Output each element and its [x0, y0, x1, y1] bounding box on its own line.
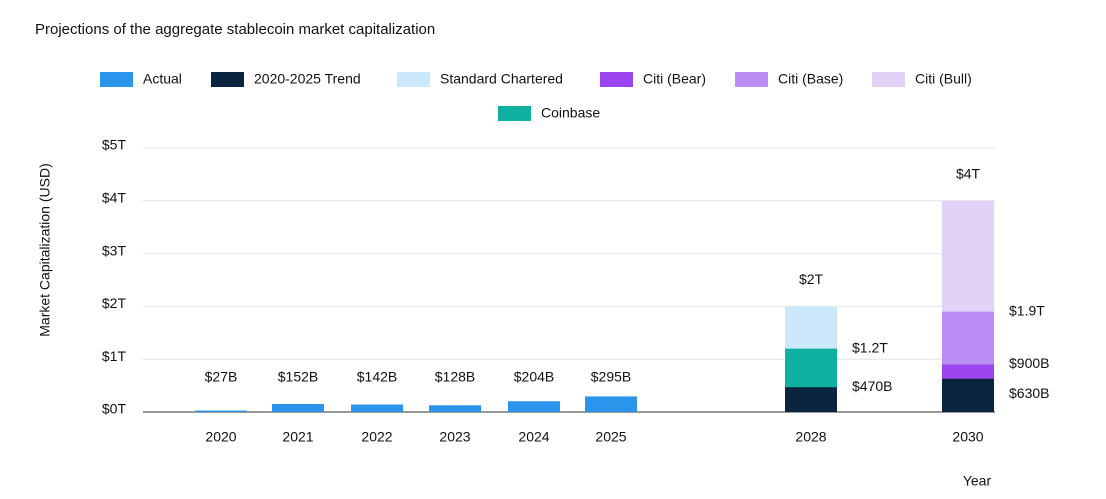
bar: [785, 387, 837, 412]
legend-swatch: [498, 106, 531, 121]
legend-label: Citi (Bear): [643, 71, 706, 87]
legend-label: Citi (Base): [778, 71, 843, 87]
x-tick-label: 2030: [952, 429, 983, 445]
y-tick-label: $0T: [102, 401, 127, 417]
legend-label: Actual: [143, 71, 182, 87]
bar: [508, 401, 560, 412]
value-label: $4T: [956, 166, 981, 182]
bar: [272, 403, 324, 412]
y-tick-label: $4T: [102, 190, 127, 206]
legend-swatch: [100, 72, 133, 87]
y-tick-label: $1T: [102, 348, 127, 364]
value-label: $152B: [278, 369, 318, 385]
x-tick-label: 2028: [795, 429, 826, 445]
y-tick-label: $2T: [102, 295, 127, 311]
value-label: $1.2T: [852, 339, 888, 355]
value-label: $630B: [1009, 385, 1049, 401]
legend-label: Citi (Bull): [915, 71, 972, 87]
bar: [195, 410, 247, 412]
bar: [585, 396, 637, 412]
x-tick-label: 2022: [361, 429, 392, 445]
value-label: $470B: [852, 378, 892, 394]
legend-label: Standard Chartered: [440, 71, 563, 87]
chart-title: Projections of the aggregate stablecoin …: [35, 21, 435, 38]
x-tick-label: 2024: [518, 429, 549, 445]
value-label: $900B: [1009, 355, 1049, 371]
bar: [351, 404, 403, 412]
value-label: $1.9T: [1009, 302, 1045, 318]
legend-swatch: [397, 72, 430, 87]
x-tick-label: 2021: [282, 429, 313, 445]
y-tick-label: $3T: [102, 242, 127, 258]
value-label: $128B: [435, 369, 475, 385]
bar: [942, 378, 994, 412]
value-label: $204B: [514, 369, 554, 385]
value-label: $2T: [799, 271, 824, 287]
x-tick-label: 2020: [205, 429, 236, 445]
legend-swatch: [211, 72, 244, 87]
value-label: $295B: [591, 369, 631, 385]
value-label: $27B: [205, 369, 238, 385]
legend-swatch: [735, 72, 768, 87]
y-axis-title: Market Capitalization (USD): [37, 163, 53, 337]
bar: [429, 405, 481, 412]
legend-swatch: [600, 72, 633, 87]
legend-label: 2020-2025 Trend: [254, 71, 361, 87]
y-tick-label: $5T: [102, 137, 127, 153]
x-tick-label: 2025: [595, 429, 626, 445]
legend-swatch: [872, 72, 905, 87]
value-label: $142B: [357, 369, 397, 385]
x-tick-label: 2023: [439, 429, 470, 445]
x-axis-title: Year: [963, 473, 992, 489]
legend-label: Coinbase: [541, 105, 600, 121]
